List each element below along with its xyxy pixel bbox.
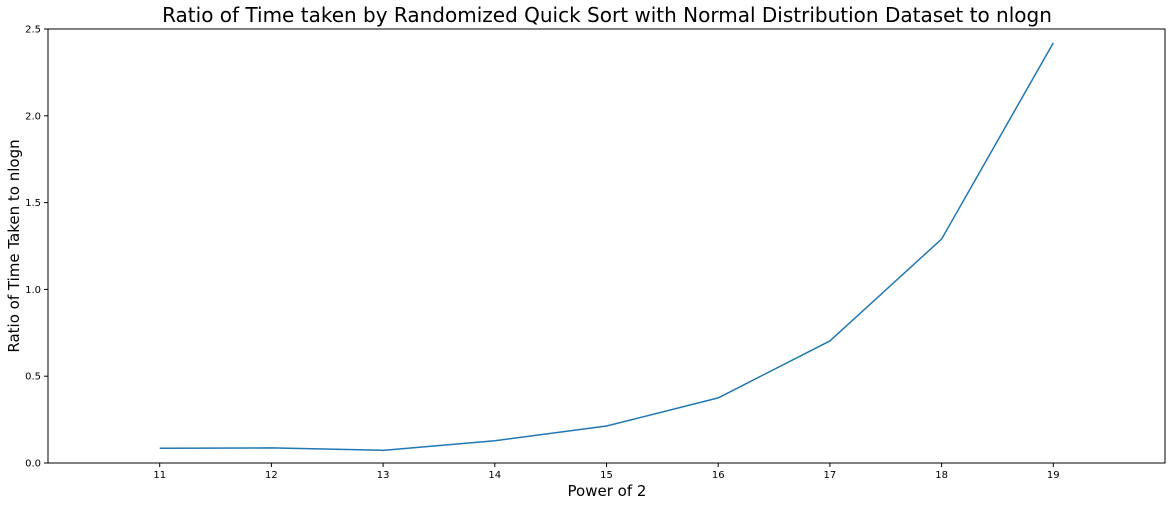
y-tick-label: 2.0 <box>25 111 41 122</box>
x-axis: 11 12 13 14 15 16 17 18 19 <box>153 463 1060 481</box>
x-tick-label: 13 <box>377 470 390 481</box>
y-tick-label: 2.5 <box>25 25 41 36</box>
x-tick-label: 14 <box>488 470 501 481</box>
y-axis: 0.0 0.5 1.0 1.5 2.0 2.5 <box>25 25 48 470</box>
y-tick-label: 0.5 <box>25 372 41 383</box>
x-tick-label: 16 <box>712 470 725 481</box>
x-axis-label: Power of 2 <box>568 482 647 500</box>
series-line <box>159 42 1054 452</box>
series-layer <box>159 42 1054 452</box>
x-tick-label: 11 <box>153 470 166 481</box>
y-tick-label: 0.0 <box>25 459 41 470</box>
y-axis-label: Ratio of Time Taken to nlogn <box>5 139 23 352</box>
y-tick-label: 1.0 <box>25 285 41 296</box>
x-tick-label: 17 <box>824 470 837 481</box>
x-tick-label: 15 <box>600 470 613 481</box>
plot-area-frame <box>47 28 1166 464</box>
y-tick-label: 1.5 <box>25 198 41 209</box>
x-tick-label: 12 <box>265 470 278 481</box>
x-tick-label: 19 <box>1047 470 1060 481</box>
x-tick-label: 18 <box>935 470 948 481</box>
chart-title: Ratio of Time taken by Randomized Quick … <box>162 3 1052 27</box>
